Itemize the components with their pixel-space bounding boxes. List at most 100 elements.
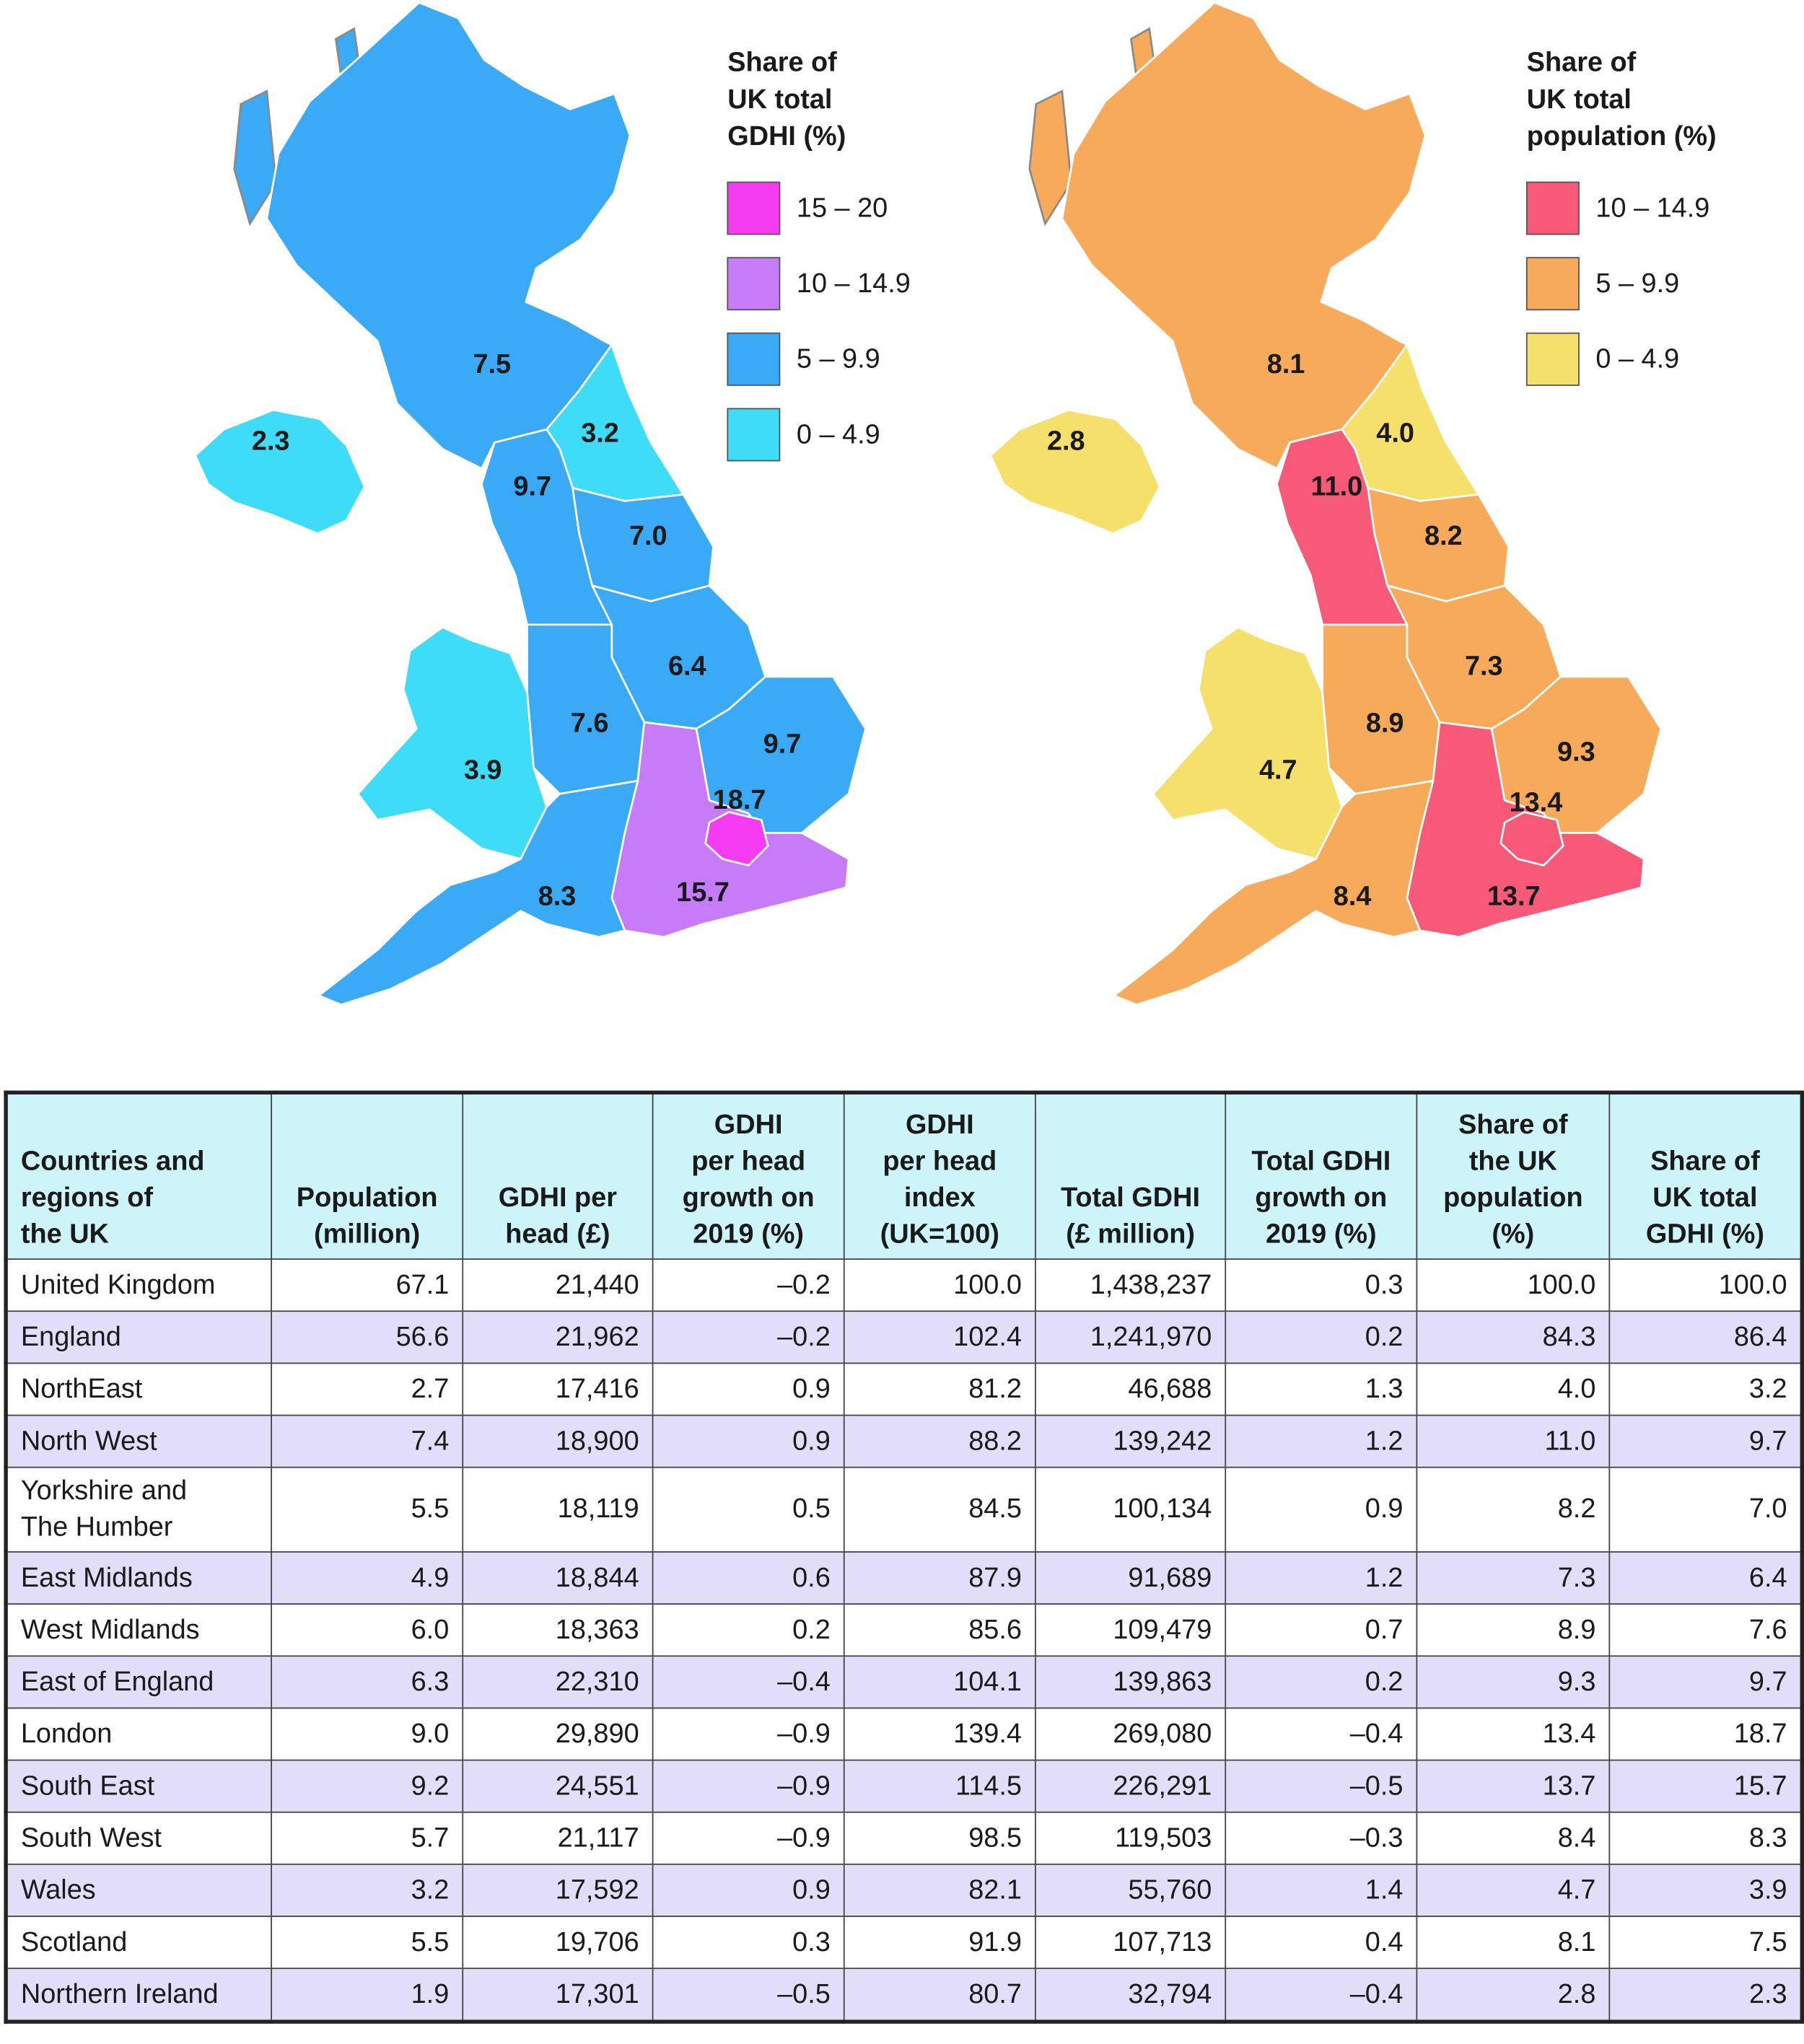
region-label: 3.9 [464,755,502,786]
row-label: NorthEast [5,1362,272,1416]
legend-label: 0 – 4.9 [797,419,880,449]
table-cell: 84.5 [843,1466,1036,1553]
table-cell: –0.9 [652,1707,845,1761]
legend-label: 5 – 9.9 [1595,268,1679,299]
legend-title: GDHI (%) [727,121,846,152]
header-cell: Population (million) [271,1092,464,1260]
table-cell: 8.2 [1416,1466,1611,1553]
region-label: 8.3 [538,882,577,912]
region-label: 15.7 [676,877,730,908]
header-cell: Share of UK total GDHI (%) [1608,1092,1803,1260]
region [194,408,366,535]
table-cell: 5.5 [271,1916,464,1970]
table-cell: 269,080 [1034,1707,1227,1761]
region-label: 2.3 [252,426,290,456]
header-cell: Countries and regions of the UK [5,1092,272,1260]
table-cell: 109,479 [1034,1603,1227,1657]
row-label: England [5,1310,272,1364]
header-cell: GDHI per head (£) [462,1092,654,1260]
table-cell: 0.3 [652,1916,845,1970]
table-cell: 0.2 [1225,1310,1418,1364]
region-label: 9.3 [1557,737,1595,767]
legend-swatch [1525,181,1580,235]
region-label: 8.1 [1267,349,1305,380]
region-label: 8.4 [1334,882,1372,912]
table-cell: 104.1 [843,1655,1036,1709]
table-cell: 7.6 [1608,1603,1803,1657]
table-cell: 91,689 [1034,1551,1227,1605]
map [194,1,867,1006]
region [318,779,639,1006]
table-cell: 21,962 [462,1310,654,1364]
table-cell: 7.4 [271,1414,464,1468]
table-cell: –0.4 [1225,1968,1418,2023]
table-cell: 102.4 [843,1310,1036,1364]
table-row: West Midlands 6.0 18,363 0.2 85.6 109,479 0.7 8… [5,1603,1803,1657]
table-cell: 15.7 [1608,1759,1803,1813]
table-cell: 82.1 [843,1863,1036,1917]
region-label: 6.4 [668,651,706,681]
table-cell: 19,706 [462,1916,654,1970]
table-cell: –0.4 [1225,1707,1418,1761]
table-cell: 1.2 [1225,1551,1418,1605]
row-label: United Kingdom [5,1258,272,1312]
table-cell: 8.4 [1416,1811,1611,1865]
table-cell: 139,242 [1034,1414,1227,1468]
legend-title: Share of [1527,47,1637,77]
table-row: England 56.6 21,962 –0.2 102.4 1,241,970 0.2 84… [5,1310,1803,1364]
header-cell: Total GDHI (£ million) [1034,1092,1227,1260]
legend-swatch [727,332,781,386]
table-cell: 24,551 [462,1759,654,1813]
table-cell: 32,794 [1034,1968,1227,2023]
table-row: London 9.0 29,890 –0.9 139.4 269,080 –0.4 13.4 1… [5,1707,1803,1761]
region [1113,779,1435,1006]
row-label: Northern Ireland [5,1968,272,2023]
table-cell: 100,134 [1034,1466,1227,1553]
table-cell: 13.7 [1416,1759,1611,1813]
table-cell: 0.9 [652,1863,845,1917]
island [1028,89,1072,227]
table-cell: –0.9 [652,1811,845,1865]
table-cell: –0.4 [652,1655,845,1709]
header-row: Countries and regions of the UK Populatio… [5,1092,1803,1260]
table-cell: 3.2 [1608,1362,1803,1416]
table-cell: 29,890 [462,1707,654,1761]
table-cell: 0.2 [652,1603,845,1657]
table-cell: 0.9 [1225,1466,1418,1553]
table-cell: 18,363 [462,1603,654,1657]
header-cell: GDHI per head index (UK=100) [843,1092,1036,1260]
table-cell: 100.0 [1416,1258,1611,1312]
map [989,1,1662,1006]
region-label: 7.5 [473,349,511,380]
table-cell: 13.4 [1416,1707,1611,1761]
legend-swatch [1525,332,1580,386]
table-row: South East 9.2 24,551 –0.9 114.5 226,291 –0.5 1… [5,1759,1803,1813]
table-cell: 67.1 [271,1258,464,1312]
table-row: South West 5.7 21,117 –0.9 98.5 119,503 –0.3 8.… [5,1811,1803,1865]
table-cell: 6.4 [1608,1551,1803,1605]
table-cell: 87.9 [843,1551,1036,1605]
table-cell: 1.3 [1225,1362,1418,1416]
table-cell: 5.7 [271,1811,464,1865]
table-cell: 84.3 [1416,1310,1611,1364]
table-cell: 8.1 [1416,1916,1611,1970]
region-label: 8.2 [1424,521,1463,551]
table-cell: 9.2 [271,1759,464,1813]
region-label: 9.7 [763,729,802,760]
legend-swatch [727,257,781,311]
table-cell: 91.9 [843,1916,1036,1970]
table-cell: –0.5 [652,1968,845,2023]
table-cell: –0.2 [652,1310,845,1364]
region-label: 7.0 [629,521,667,551]
table-cell: 5.5 [271,1466,464,1553]
table-cell: 21,117 [462,1811,654,1865]
region [1061,1,1427,470]
region-label: 7.6 [571,709,609,739]
row-label: East Midlands [5,1551,272,1605]
table-cell: 98.5 [843,1811,1036,1865]
data-table: Countries and regions of the UK Populatio… [4,1090,1804,2024]
row-label: South West [5,1811,272,1865]
row-label: West Midlands [5,1603,272,1657]
table-cell: 4.9 [271,1551,464,1605]
